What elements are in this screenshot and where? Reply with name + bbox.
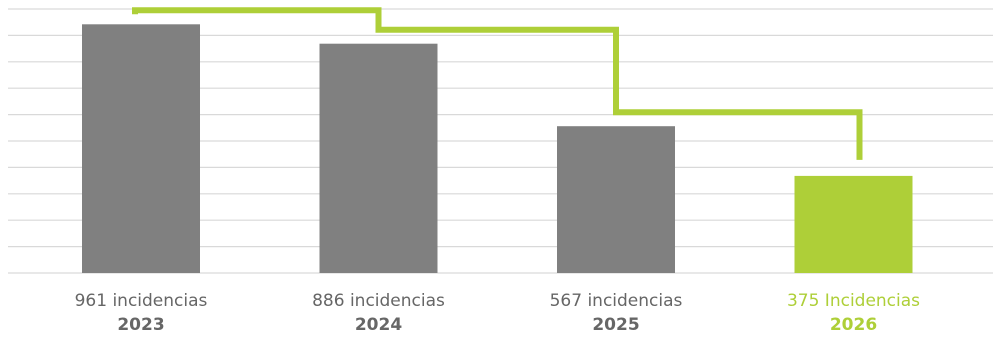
category-label-2026: 2026: [830, 315, 877, 335]
value-label-2025: 567 incidencias: [550, 291, 683, 311]
value-label-2024: 886 incidencias: [312, 291, 445, 311]
category-labels: 961 incidencias 2023 886 incidencias 2024 56…: [75, 291, 921, 335]
bar-2025: [557, 126, 675, 273]
bar-2026: [794, 175, 913, 273]
connector-line: [132, 7, 863, 160]
category-label-2024: 2024: [355, 315, 402, 335]
value-label-2023: 961 incidencias: [75, 291, 208, 311]
category-label-2025: 2025: [592, 315, 639, 335]
bar-2024: [319, 43, 438, 274]
bar-2023: [82, 24, 200, 273]
bars: [82, 24, 913, 274]
category-label-2023: 2023: [117, 315, 164, 335]
value-label-2026: 375 Incidencias: [787, 291, 920, 311]
